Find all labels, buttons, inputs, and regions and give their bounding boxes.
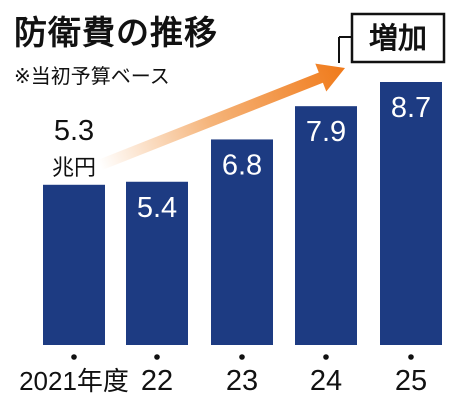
unit-label: 兆円 bbox=[52, 156, 96, 181]
x-tick-dot bbox=[154, 354, 160, 360]
x-tick-dot bbox=[323, 354, 329, 360]
chart-title: 防衛費の推移 bbox=[14, 13, 218, 52]
x-tick-label-3: 23 bbox=[226, 365, 258, 397]
x-tick-dot bbox=[239, 354, 245, 360]
callout-box bbox=[350, 12, 446, 64]
x-tick-label-4: 24 bbox=[310, 365, 342, 397]
bar-2 bbox=[126, 181, 188, 345]
x-tick-label-2: 22 bbox=[141, 365, 173, 397]
bar-1 bbox=[43, 184, 105, 345]
bar-value-label-1: 5.3 bbox=[54, 115, 94, 147]
bar-value-label-4: 7.9 bbox=[306, 116, 346, 148]
x-tick-dot bbox=[408, 354, 414, 360]
bar-5 bbox=[380, 82, 442, 345]
bar-4 bbox=[295, 106, 357, 346]
bar-value-label-5: 8.7 bbox=[391, 92, 431, 124]
bar-value-label-2: 5.4 bbox=[137, 192, 177, 224]
chart-subtitle: ※当初予算ベース bbox=[14, 64, 170, 88]
trend-arrow bbox=[98, 63, 345, 171]
x-tick-dot bbox=[71, 354, 77, 360]
bar-3 bbox=[211, 139, 273, 345]
x-tick-label-1: 2021年度 bbox=[19, 366, 129, 396]
callout-text: 増加 bbox=[369, 21, 427, 55]
x-tick-label-5: 25 bbox=[395, 365, 427, 397]
bar-value-label-3: 6.8 bbox=[222, 149, 262, 181]
